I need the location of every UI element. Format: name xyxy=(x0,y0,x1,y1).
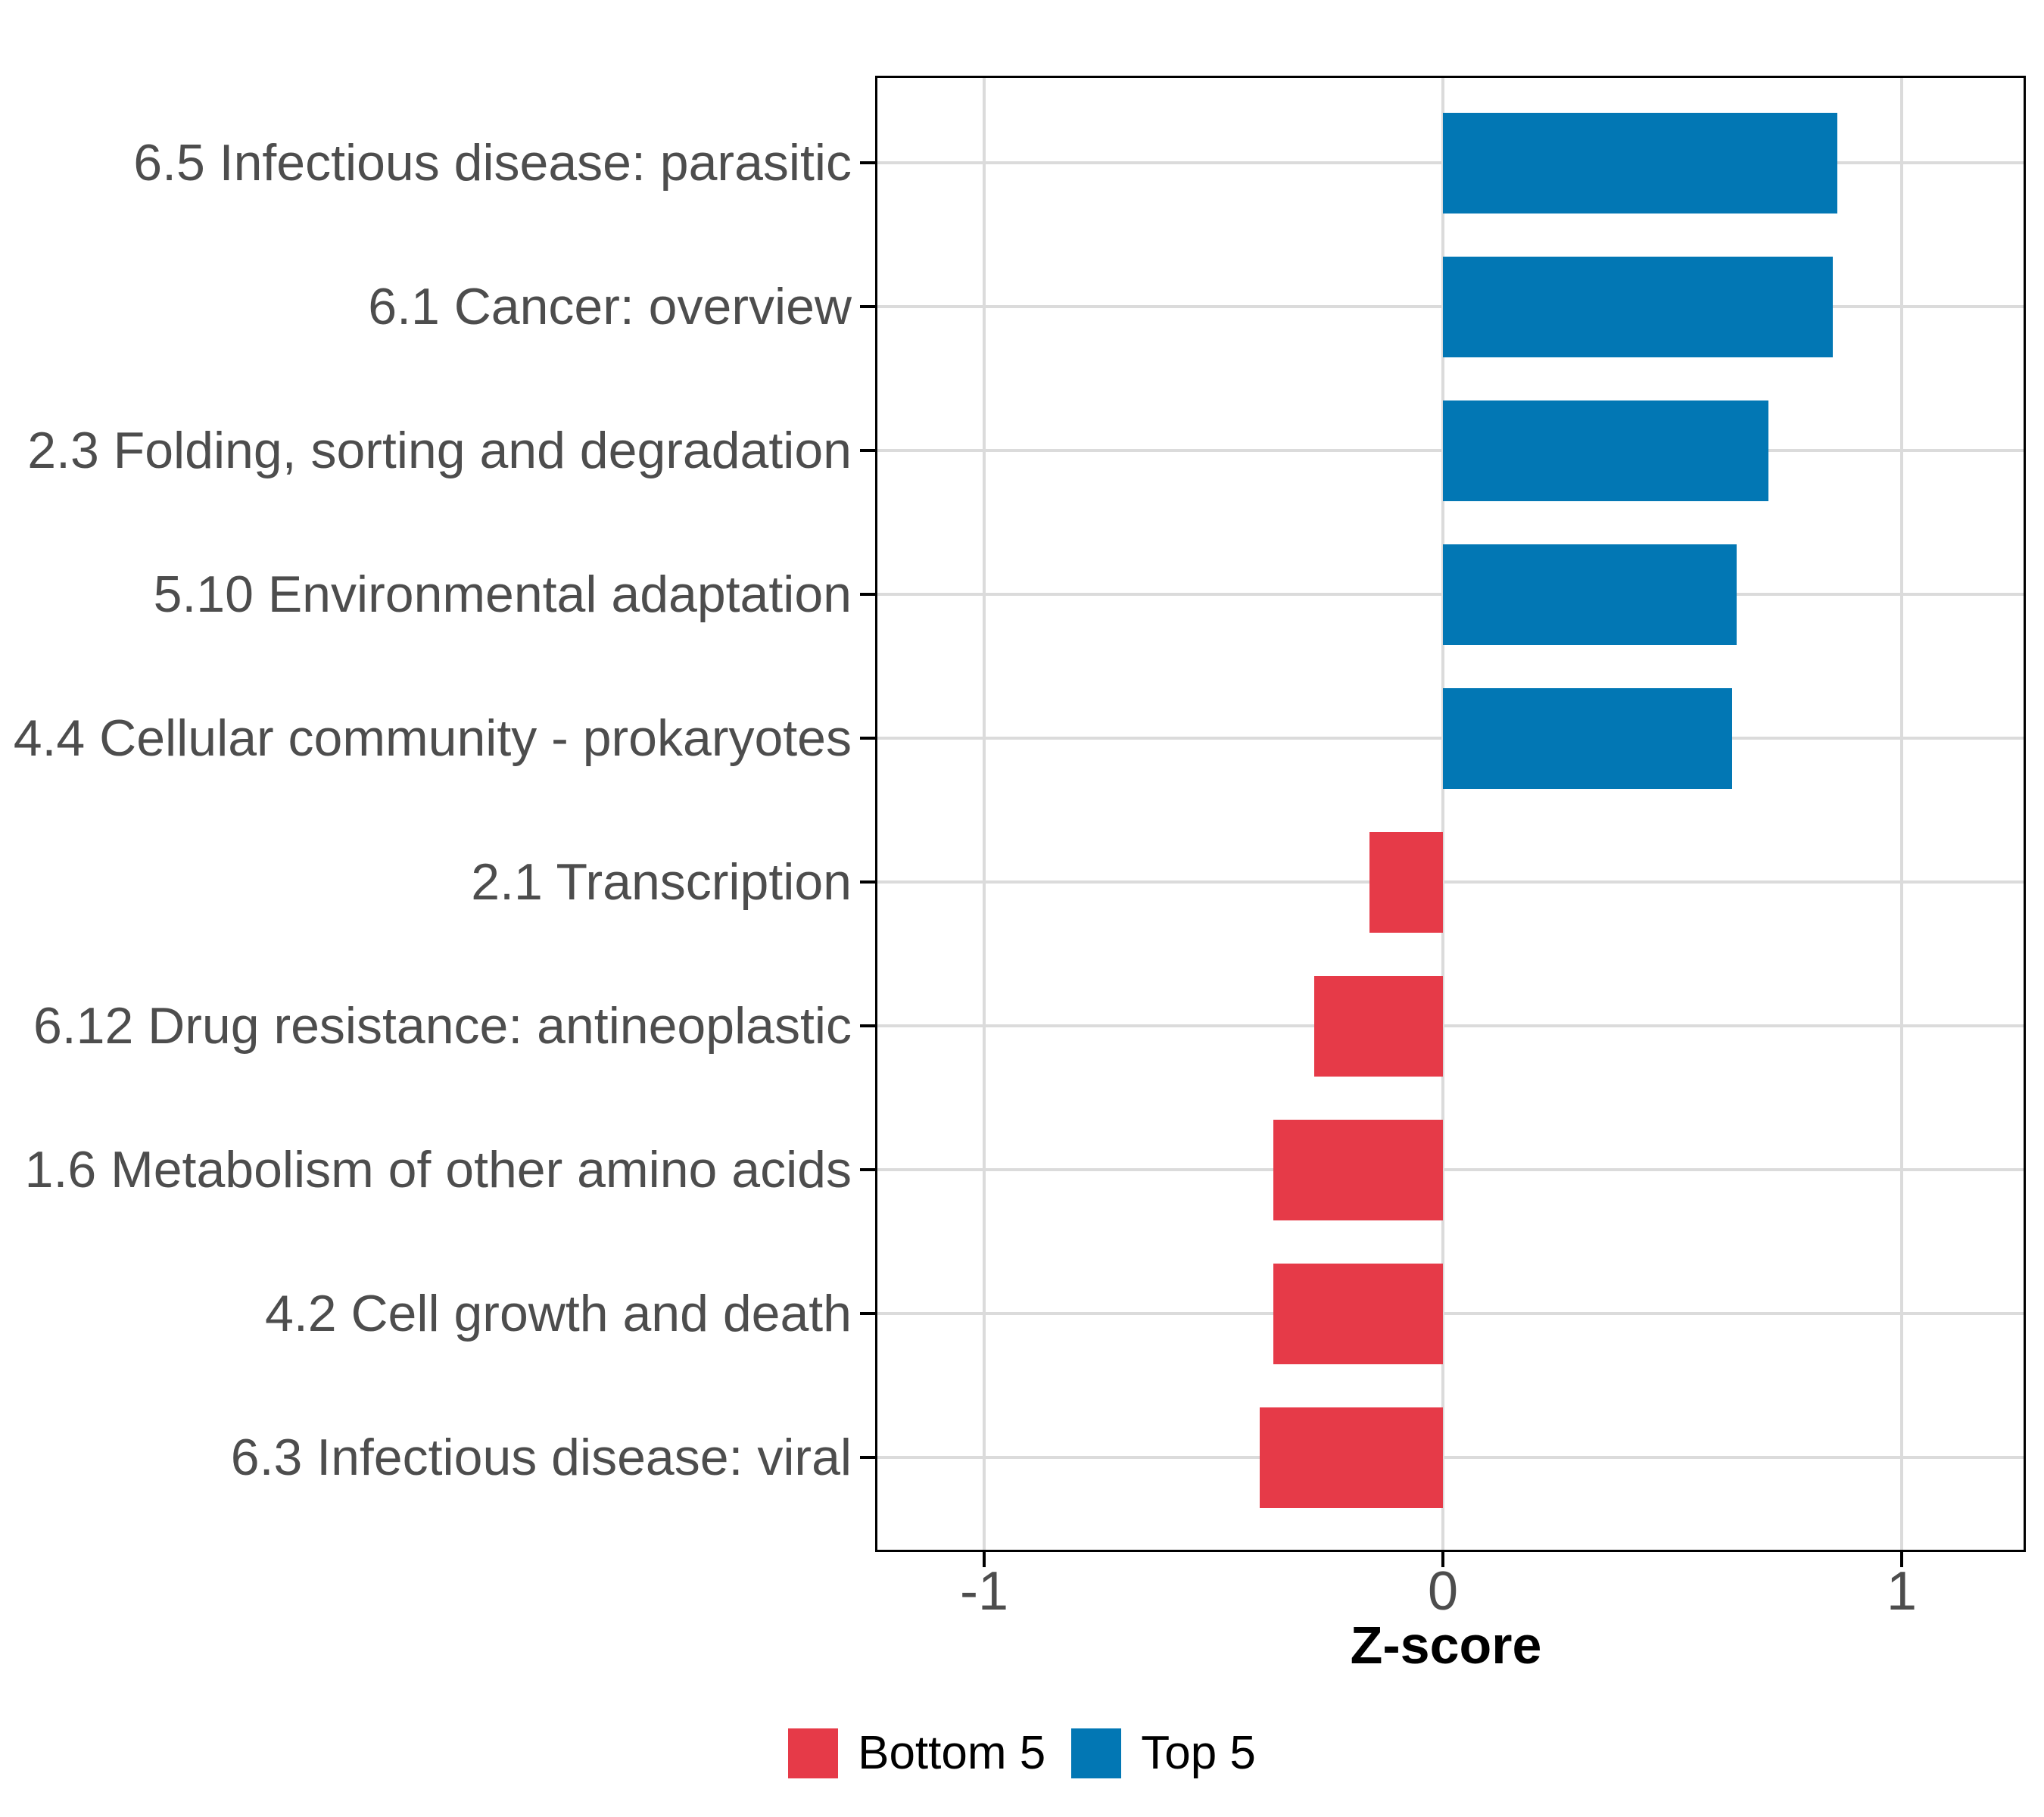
y-tick-mark xyxy=(860,449,875,452)
category-label: 6.12 Drug resistance: antineoplastic xyxy=(33,997,852,1055)
plot-panel xyxy=(875,76,2026,1552)
legend-label-bottom5: Bottom 5 xyxy=(858,1727,1046,1779)
y-tick-mark xyxy=(860,161,875,164)
x-tick-mark xyxy=(1441,1552,1444,1567)
x-tick-label: 1 xyxy=(1886,1561,1918,1622)
x-gridline xyxy=(1900,78,1903,1550)
x-gridline xyxy=(1441,78,1444,1550)
bar xyxy=(1443,400,1769,501)
y-tick-mark xyxy=(860,593,875,596)
bar xyxy=(1273,1263,1443,1364)
bar xyxy=(1273,1119,1443,1220)
y-tick-mark xyxy=(860,737,875,740)
y-tick-mark xyxy=(860,1168,875,1171)
category-label: 4.2 Cell growth and death xyxy=(265,1285,852,1342)
y-gridline xyxy=(877,1456,2024,1459)
x-tick-mark xyxy=(1900,1552,1903,1567)
bar xyxy=(1259,1407,1443,1508)
x-axis-title: Z-score xyxy=(1350,1616,1542,1675)
legend-label-top5: Top 5 xyxy=(1141,1727,1256,1779)
y-gridline xyxy=(877,1168,2024,1171)
y-tick-mark xyxy=(860,305,875,308)
y-gridline xyxy=(877,1024,2024,1027)
category-label: 6.5 Infectious disease: parasitic xyxy=(133,134,852,192)
legend-key-top5 xyxy=(1071,1728,1122,1778)
x-tick-label: -1 xyxy=(959,1561,1009,1622)
y-tick-mark xyxy=(860,1312,875,1315)
y-tick-mark xyxy=(860,1024,875,1027)
legend: Bottom 5 Top 5 xyxy=(0,1727,2044,1780)
category-label: 2.3 Folding, sorting and degradation xyxy=(27,422,852,479)
category-label: 1.6 Metabolism of other amino acids xyxy=(24,1141,852,1198)
x-tick-label: 0 xyxy=(1427,1561,1459,1622)
category-label: 2.1 Transcription xyxy=(471,853,852,911)
category-label: 4.4 Cellular community - prokaryotes xyxy=(13,709,852,767)
bar xyxy=(1443,544,1737,645)
category-label: 6.1 Cancer: overview xyxy=(368,278,852,335)
bar xyxy=(1443,112,1838,213)
bar xyxy=(1443,256,1834,357)
x-tick-mark xyxy=(983,1552,986,1567)
y-gridline xyxy=(877,880,2024,884)
bar xyxy=(1443,687,1732,789)
bar xyxy=(1369,831,1443,933)
bar xyxy=(1314,975,1443,1077)
y-tick-mark xyxy=(860,1456,875,1459)
y-gridline xyxy=(877,1312,2024,1315)
y-tick-mark xyxy=(860,880,875,884)
x-gridline xyxy=(983,78,986,1550)
category-label: 5.10 Environmental adaptation xyxy=(153,566,852,623)
category-label: 6.3 Infectious disease: viral xyxy=(230,1429,852,1486)
legend-key-bottom5 xyxy=(788,1728,839,1778)
